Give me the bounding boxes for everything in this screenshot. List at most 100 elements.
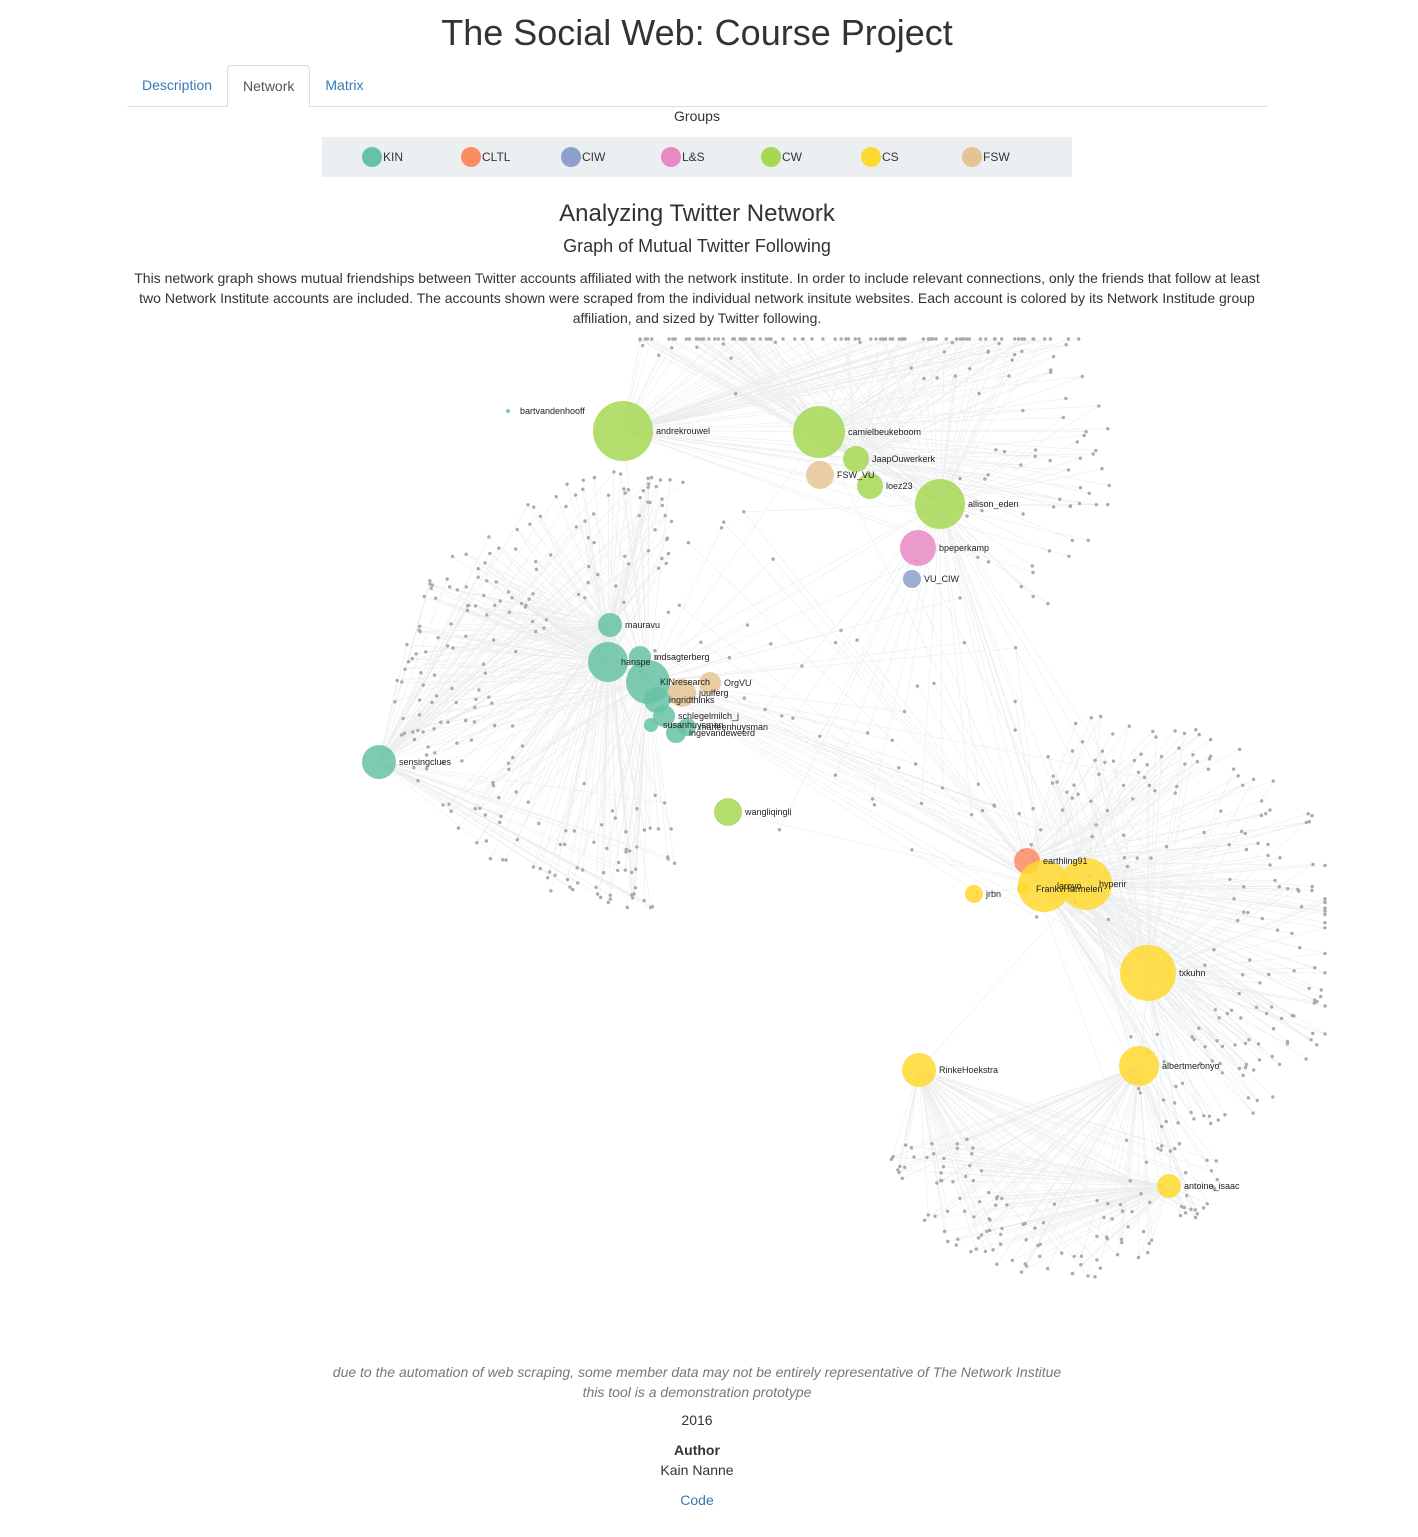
friend-node xyxy=(606,493,611,497)
friend-node xyxy=(531,865,536,869)
friend-node xyxy=(1173,729,1177,733)
friend-node xyxy=(925,1155,929,1160)
friend-node xyxy=(454,700,458,705)
friend-node xyxy=(721,337,725,341)
account-label-andrekrouwel: andrekrouwel xyxy=(656,426,710,436)
friend-node xyxy=(436,636,440,640)
friend-node xyxy=(1214,1159,1218,1163)
network-graph[interactable]: bartvandenhooff andrekrouwel camielbeukebo… xyxy=(0,335,1418,1335)
friend-node xyxy=(1142,775,1147,780)
friend-node xyxy=(1031,570,1035,575)
friend-node xyxy=(1205,1202,1209,1206)
friend-node xyxy=(1299,905,1304,909)
friend-node xyxy=(587,564,591,569)
friend-node xyxy=(1051,505,1056,509)
friend-node xyxy=(419,671,423,675)
friend-node xyxy=(592,540,596,545)
account-node-sensingclues xyxy=(362,745,396,779)
friend-node xyxy=(1048,337,1053,341)
friend-node xyxy=(401,716,405,721)
friend-node xyxy=(910,848,914,852)
friend-node xyxy=(1220,1071,1225,1075)
friend-node xyxy=(643,337,647,341)
friend-node xyxy=(574,525,578,529)
friend-node xyxy=(1002,450,1007,454)
legend-item-kin: KIN xyxy=(362,147,403,167)
friend-node xyxy=(592,840,596,844)
friend-node xyxy=(1243,1065,1248,1070)
code-link[interactable]: Code xyxy=(680,1492,714,1508)
legend-dot-cltl xyxy=(461,147,481,167)
friend-node xyxy=(1246,910,1250,915)
friend-node xyxy=(623,554,627,558)
friend-node xyxy=(1267,972,1271,977)
friend-node xyxy=(507,767,511,771)
friend-node xyxy=(1021,408,1025,413)
friend-node xyxy=(1020,349,1024,353)
friend-node xyxy=(1298,946,1302,950)
account-node-jrbn xyxy=(965,885,983,903)
friend-node xyxy=(1323,897,1327,901)
friend-node xyxy=(1266,842,1270,847)
friend-node xyxy=(613,816,617,820)
friend-node xyxy=(742,696,746,700)
tab-matrix[interactable]: Matrix xyxy=(325,77,364,93)
friend-node xyxy=(596,572,600,577)
friend-node xyxy=(1074,721,1078,726)
friend-node xyxy=(622,600,626,605)
friend-node xyxy=(1033,448,1038,452)
friend-node xyxy=(610,809,615,813)
friend-node xyxy=(855,638,859,642)
friend-node xyxy=(1203,963,1207,967)
friend-node xyxy=(647,482,651,486)
friend-node xyxy=(1047,549,1052,553)
account-label-jaapouwerkerk: JaapOuwerkerk xyxy=(872,454,936,464)
friend-node xyxy=(445,644,450,648)
friend-node xyxy=(1269,1005,1274,1009)
friend-node xyxy=(625,905,629,910)
friend-node xyxy=(1206,767,1211,771)
friend-node xyxy=(1072,1254,1076,1259)
friend-node xyxy=(1162,1060,1166,1064)
friend-node xyxy=(700,337,704,341)
friend-node xyxy=(872,803,877,807)
friend-node xyxy=(942,1229,947,1234)
friend-node xyxy=(460,759,464,763)
friend-node xyxy=(971,1179,976,1183)
friend-node xyxy=(1050,781,1055,785)
legend-item-cltl: CLTL xyxy=(461,147,510,167)
friend-node xyxy=(642,899,646,903)
friend-node xyxy=(1323,951,1327,956)
friend-node xyxy=(1135,856,1140,860)
friend-node xyxy=(592,475,597,480)
friend-node xyxy=(456,826,461,830)
friend-node xyxy=(897,1170,901,1175)
friend-node xyxy=(1017,811,1021,816)
friend-node xyxy=(658,478,663,482)
account-label-albertmeronyo: albertmeronyo xyxy=(1162,1061,1220,1071)
friend-node xyxy=(1000,1196,1004,1201)
legend-dot-ciw xyxy=(561,147,581,167)
friend-node xyxy=(1312,1001,1317,1005)
friend-node xyxy=(1256,841,1260,845)
friend-node xyxy=(743,337,748,341)
friend-node xyxy=(1292,969,1296,973)
friend-node xyxy=(412,766,416,770)
friend-node xyxy=(581,868,585,872)
friend-node xyxy=(534,629,538,634)
friend-node xyxy=(764,337,768,341)
friend-node xyxy=(1195,759,1200,764)
friend-node xyxy=(657,353,661,357)
account-label-susanhuysman: susanhuysman xyxy=(663,720,724,730)
friend-node xyxy=(1304,1057,1308,1061)
tab-network[interactable]: Network xyxy=(227,65,311,107)
friend-node xyxy=(713,337,717,341)
friend-node xyxy=(1228,877,1232,882)
friend-node xyxy=(519,601,524,606)
friend-node xyxy=(1239,829,1244,834)
friend-node xyxy=(510,596,514,600)
friend-node xyxy=(1005,1203,1009,1207)
friend-node xyxy=(497,796,501,800)
friend-node xyxy=(400,680,404,684)
tab-description[interactable]: Description xyxy=(142,77,213,93)
